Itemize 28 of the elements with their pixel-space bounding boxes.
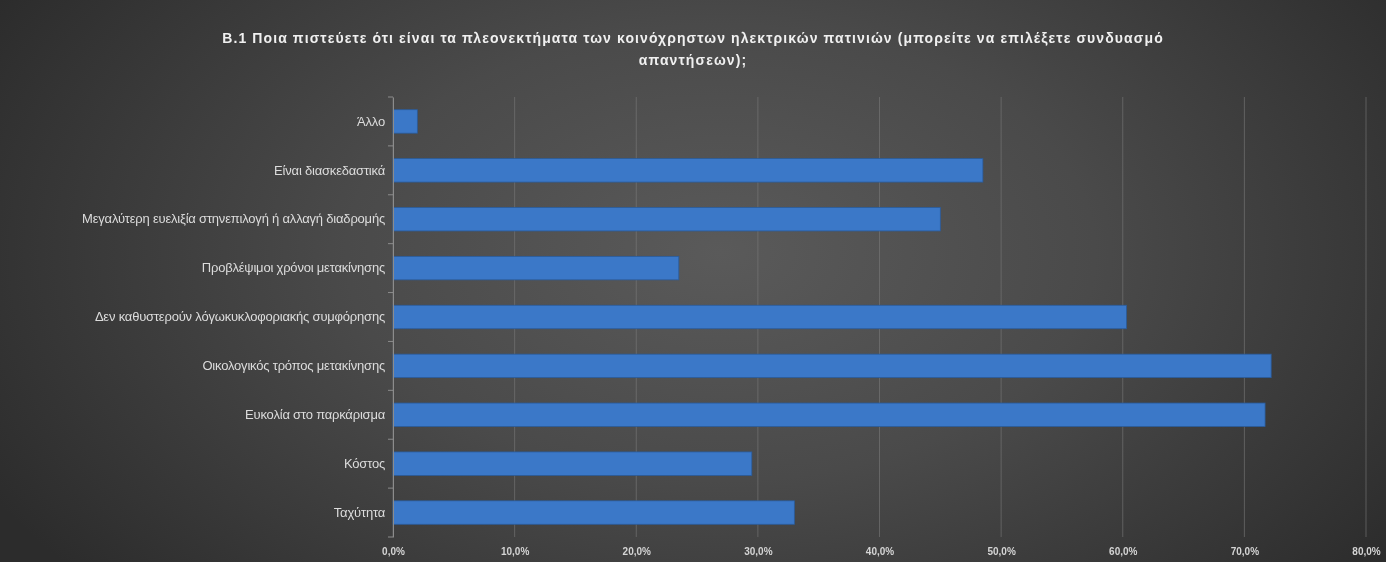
bar: [392, 500, 795, 525]
y-tick-label: Κόστος: [343, 455, 385, 471]
x-tick-label: 30,0%: [744, 546, 773, 558]
y-tick-label: Ευκολία στο παρκάρισμα: [245, 406, 386, 422]
x-tick-label: 80,0%: [1352, 546, 1381, 558]
y-tick-label: Είναι διασκεδαστικά: [274, 162, 386, 178]
bar: [392, 402, 1266, 427]
y-tick-label: Μεγαλύτερη ευελιξία στηνεπιλογή ή αλλαγή διαδρομής: [82, 211, 385, 227]
bar: [392, 353, 1272, 379]
bar: [392, 109, 418, 134]
bar: [392, 207, 941, 232]
bar: [392, 304, 1127, 330]
y-tick-label: Άλλο: [357, 113, 385, 129]
chart-title: Β.1 Ποια πιστεύετε ότι είναι τα πλεονεκτήματα των κοινόχρηστων ηλεκτρικών πατινιών (μπορείτε να επιλέξετε συνδυασμό απαντήσεων);: [222, 30, 1164, 68]
x-tick-label: 0,0%: [382, 546, 405, 558]
x-tick-label: 20,0%: [622, 546, 652, 558]
y-tick-label: Δεν καθυστερούν λόγωκυκλοφοριακής συμφόρησης: [94, 309, 385, 325]
x-tick-label: 60,0%: [1109, 546, 1138, 558]
bar: [392, 255, 680, 281]
bar: [392, 451, 753, 476]
y-tick-label: Ταχύτητα: [333, 504, 386, 520]
x-tick-label: 10,0%: [500, 546, 530, 558]
x-tick-label: 50,0%: [987, 546, 1016, 558]
x-tick-label: 70,0%: [1230, 546, 1260, 558]
y-tick-label: Οικολογικός τρόπος μετακίνησης: [202, 358, 385, 374]
x-tick-label: 40,0%: [865, 546, 895, 558]
y-tick-label: Προβλέψιμοι χρόνοι μετακίνησης: [201, 260, 385, 276]
bar: [392, 158, 984, 183]
